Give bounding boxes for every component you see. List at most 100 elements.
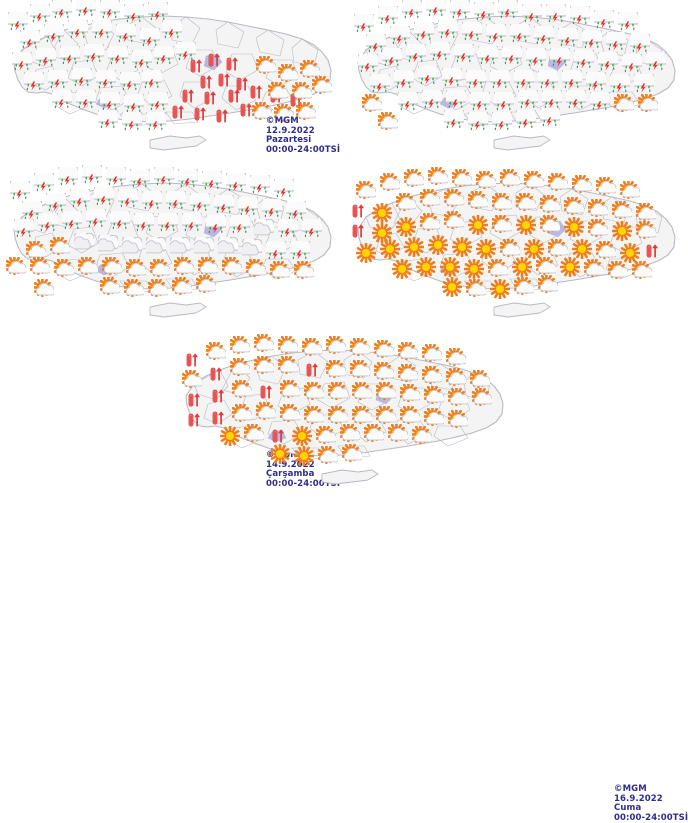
thunderstorm-icon xyxy=(274,179,294,199)
partly-cloudy-icon xyxy=(540,215,560,235)
thunderstorm-icon xyxy=(154,46,174,66)
partly-cloudy-icon xyxy=(296,102,316,122)
day-text: Çarşamba xyxy=(266,469,315,480)
partly-cloudy-icon xyxy=(374,362,394,382)
partly-cloudy-icon xyxy=(350,360,370,380)
partly-cloudy-icon xyxy=(328,382,348,402)
partly-cloudy-icon xyxy=(584,259,604,279)
thunderstorm-icon xyxy=(162,20,182,40)
partly-cloudy-icon xyxy=(638,94,658,114)
date-text: 16.9.2022 xyxy=(614,793,663,804)
partly-cloudy-icon xyxy=(326,336,346,356)
thunderstorm-icon xyxy=(132,50,152,70)
thunderstorm-icon xyxy=(622,54,642,74)
partly-cloudy-icon xyxy=(300,60,320,80)
partly-cloudy-icon xyxy=(312,76,332,96)
thunderstorm-icon xyxy=(48,70,68,90)
temperature-rise-icon xyxy=(184,390,204,410)
partly-cloudy-icon xyxy=(54,259,74,279)
thunderstorm-icon xyxy=(30,4,50,24)
panel-label-1: ©MGM 12.9.2022 Pazartesi 00:00-24:00TSİ xyxy=(266,116,340,155)
sunny-icon xyxy=(428,235,448,255)
thunderstorm-icon xyxy=(418,66,438,86)
temperature-rise-icon xyxy=(190,104,210,124)
thunderstorm-icon xyxy=(466,70,486,90)
thunderstorm-icon xyxy=(72,68,92,88)
sunny-icon xyxy=(442,277,462,297)
partly-cloudy-icon xyxy=(424,408,444,428)
temperature-rise-icon xyxy=(204,50,224,70)
partly-cloudy-icon xyxy=(318,446,338,466)
partly-cloudy-icon xyxy=(230,336,250,356)
thunderstorm-icon xyxy=(462,22,482,42)
weather-icon-layer-4 xyxy=(344,167,688,334)
sunny-icon xyxy=(516,215,536,235)
weather-icon-layer-1 xyxy=(0,0,344,167)
partly-cloudy-icon xyxy=(292,82,312,102)
partly-cloudy-icon xyxy=(428,167,448,187)
thunderstorm-icon xyxy=(478,46,498,66)
partly-cloudy-icon xyxy=(102,257,122,277)
partly-cloudy-icon xyxy=(614,94,634,114)
thunderstorm-icon xyxy=(430,42,450,62)
partly-cloudy-icon xyxy=(356,181,376,201)
temperature-rise-icon xyxy=(184,410,204,430)
thunderstorm-icon xyxy=(566,90,586,110)
thunderstorm-icon xyxy=(486,24,506,44)
thunderstorm-icon xyxy=(68,20,88,40)
partly-cloudy-icon xyxy=(34,279,54,299)
partly-cloudy-icon xyxy=(476,171,496,191)
temperature-rise-icon xyxy=(348,221,368,241)
thunderstorm-icon xyxy=(594,10,614,30)
cloudy-icon xyxy=(74,233,94,253)
thunderstorm-icon xyxy=(574,50,594,70)
forecast-panel-5[interactable]: ©MGM 16.9.2022 Cuma 00:00-24:00TSİ xyxy=(172,334,688,822)
temperature-rise-icon xyxy=(208,386,228,406)
forecast-panel-3[interactable]: ©MGM 14.9.2022 Çarşamba 00:00-24:00TSİ xyxy=(0,165,344,488)
partly-cloudy-icon xyxy=(174,257,194,277)
partly-cloudy-icon xyxy=(342,444,362,464)
thunderstorm-icon xyxy=(558,28,578,48)
forecast-panel-1[interactable]: ©MGM 12.9.2022 Pazartesi 00:00-24:00TSİ xyxy=(0,0,344,167)
partly-cloudy-icon xyxy=(596,241,616,261)
thunderstorm-icon xyxy=(106,167,126,187)
partly-cloudy-icon xyxy=(612,201,632,221)
thunderstorm-icon xyxy=(354,14,374,34)
thunderstorm-icon xyxy=(238,197,258,217)
partly-cloudy-icon xyxy=(350,338,370,358)
thunderstorm-icon xyxy=(98,110,118,130)
weather-icon-layer-2 xyxy=(344,0,688,167)
thunderstorm-icon xyxy=(468,112,488,132)
thunderstorm-icon xyxy=(398,92,418,112)
partly-cloudy-icon xyxy=(514,277,534,297)
thunderstorm-icon xyxy=(534,26,554,46)
partly-cloudy-icon xyxy=(352,382,372,402)
partly-cloudy-icon xyxy=(150,259,170,279)
forecast-panel-2[interactable]: ©MGM 13.9.2022 Salı 00:00-24:00TSİ xyxy=(344,0,688,167)
thunderstorm-icon xyxy=(570,6,590,26)
credit-text: ©MGM xyxy=(266,116,299,126)
thunderstorm-icon xyxy=(108,46,128,66)
partly-cloudy-icon xyxy=(230,358,250,378)
partly-cloudy-icon xyxy=(466,279,486,299)
thunderstorm-icon xyxy=(230,215,250,235)
thunderstorm-icon xyxy=(522,4,542,24)
partly-cloudy-icon xyxy=(452,169,472,189)
day-text: Cuma xyxy=(614,803,642,814)
partly-cloudy-icon xyxy=(422,366,442,386)
thunderstorm-icon xyxy=(562,70,582,90)
partly-cloudy-icon xyxy=(252,102,272,122)
partly-cloudy-icon xyxy=(548,239,568,259)
partly-cloudy-icon xyxy=(278,64,298,84)
sunny-icon xyxy=(356,243,376,263)
thunderstorm-icon xyxy=(24,72,44,92)
partly-cloudy-icon xyxy=(232,404,252,424)
partly-cloudy-icon xyxy=(444,211,464,231)
thunderstorm-icon xyxy=(542,90,562,110)
thunderstorm-icon xyxy=(122,112,142,132)
thunderstorm-icon xyxy=(540,108,560,128)
thunderstorm-icon xyxy=(116,24,136,44)
thunderstorm-icon xyxy=(618,12,638,32)
thunderstorm-icon xyxy=(100,0,120,20)
forecast-panel-4[interactable]: ©MGM 15.9.2022 Perşembe 00:00-24:00TSİ xyxy=(344,167,688,334)
